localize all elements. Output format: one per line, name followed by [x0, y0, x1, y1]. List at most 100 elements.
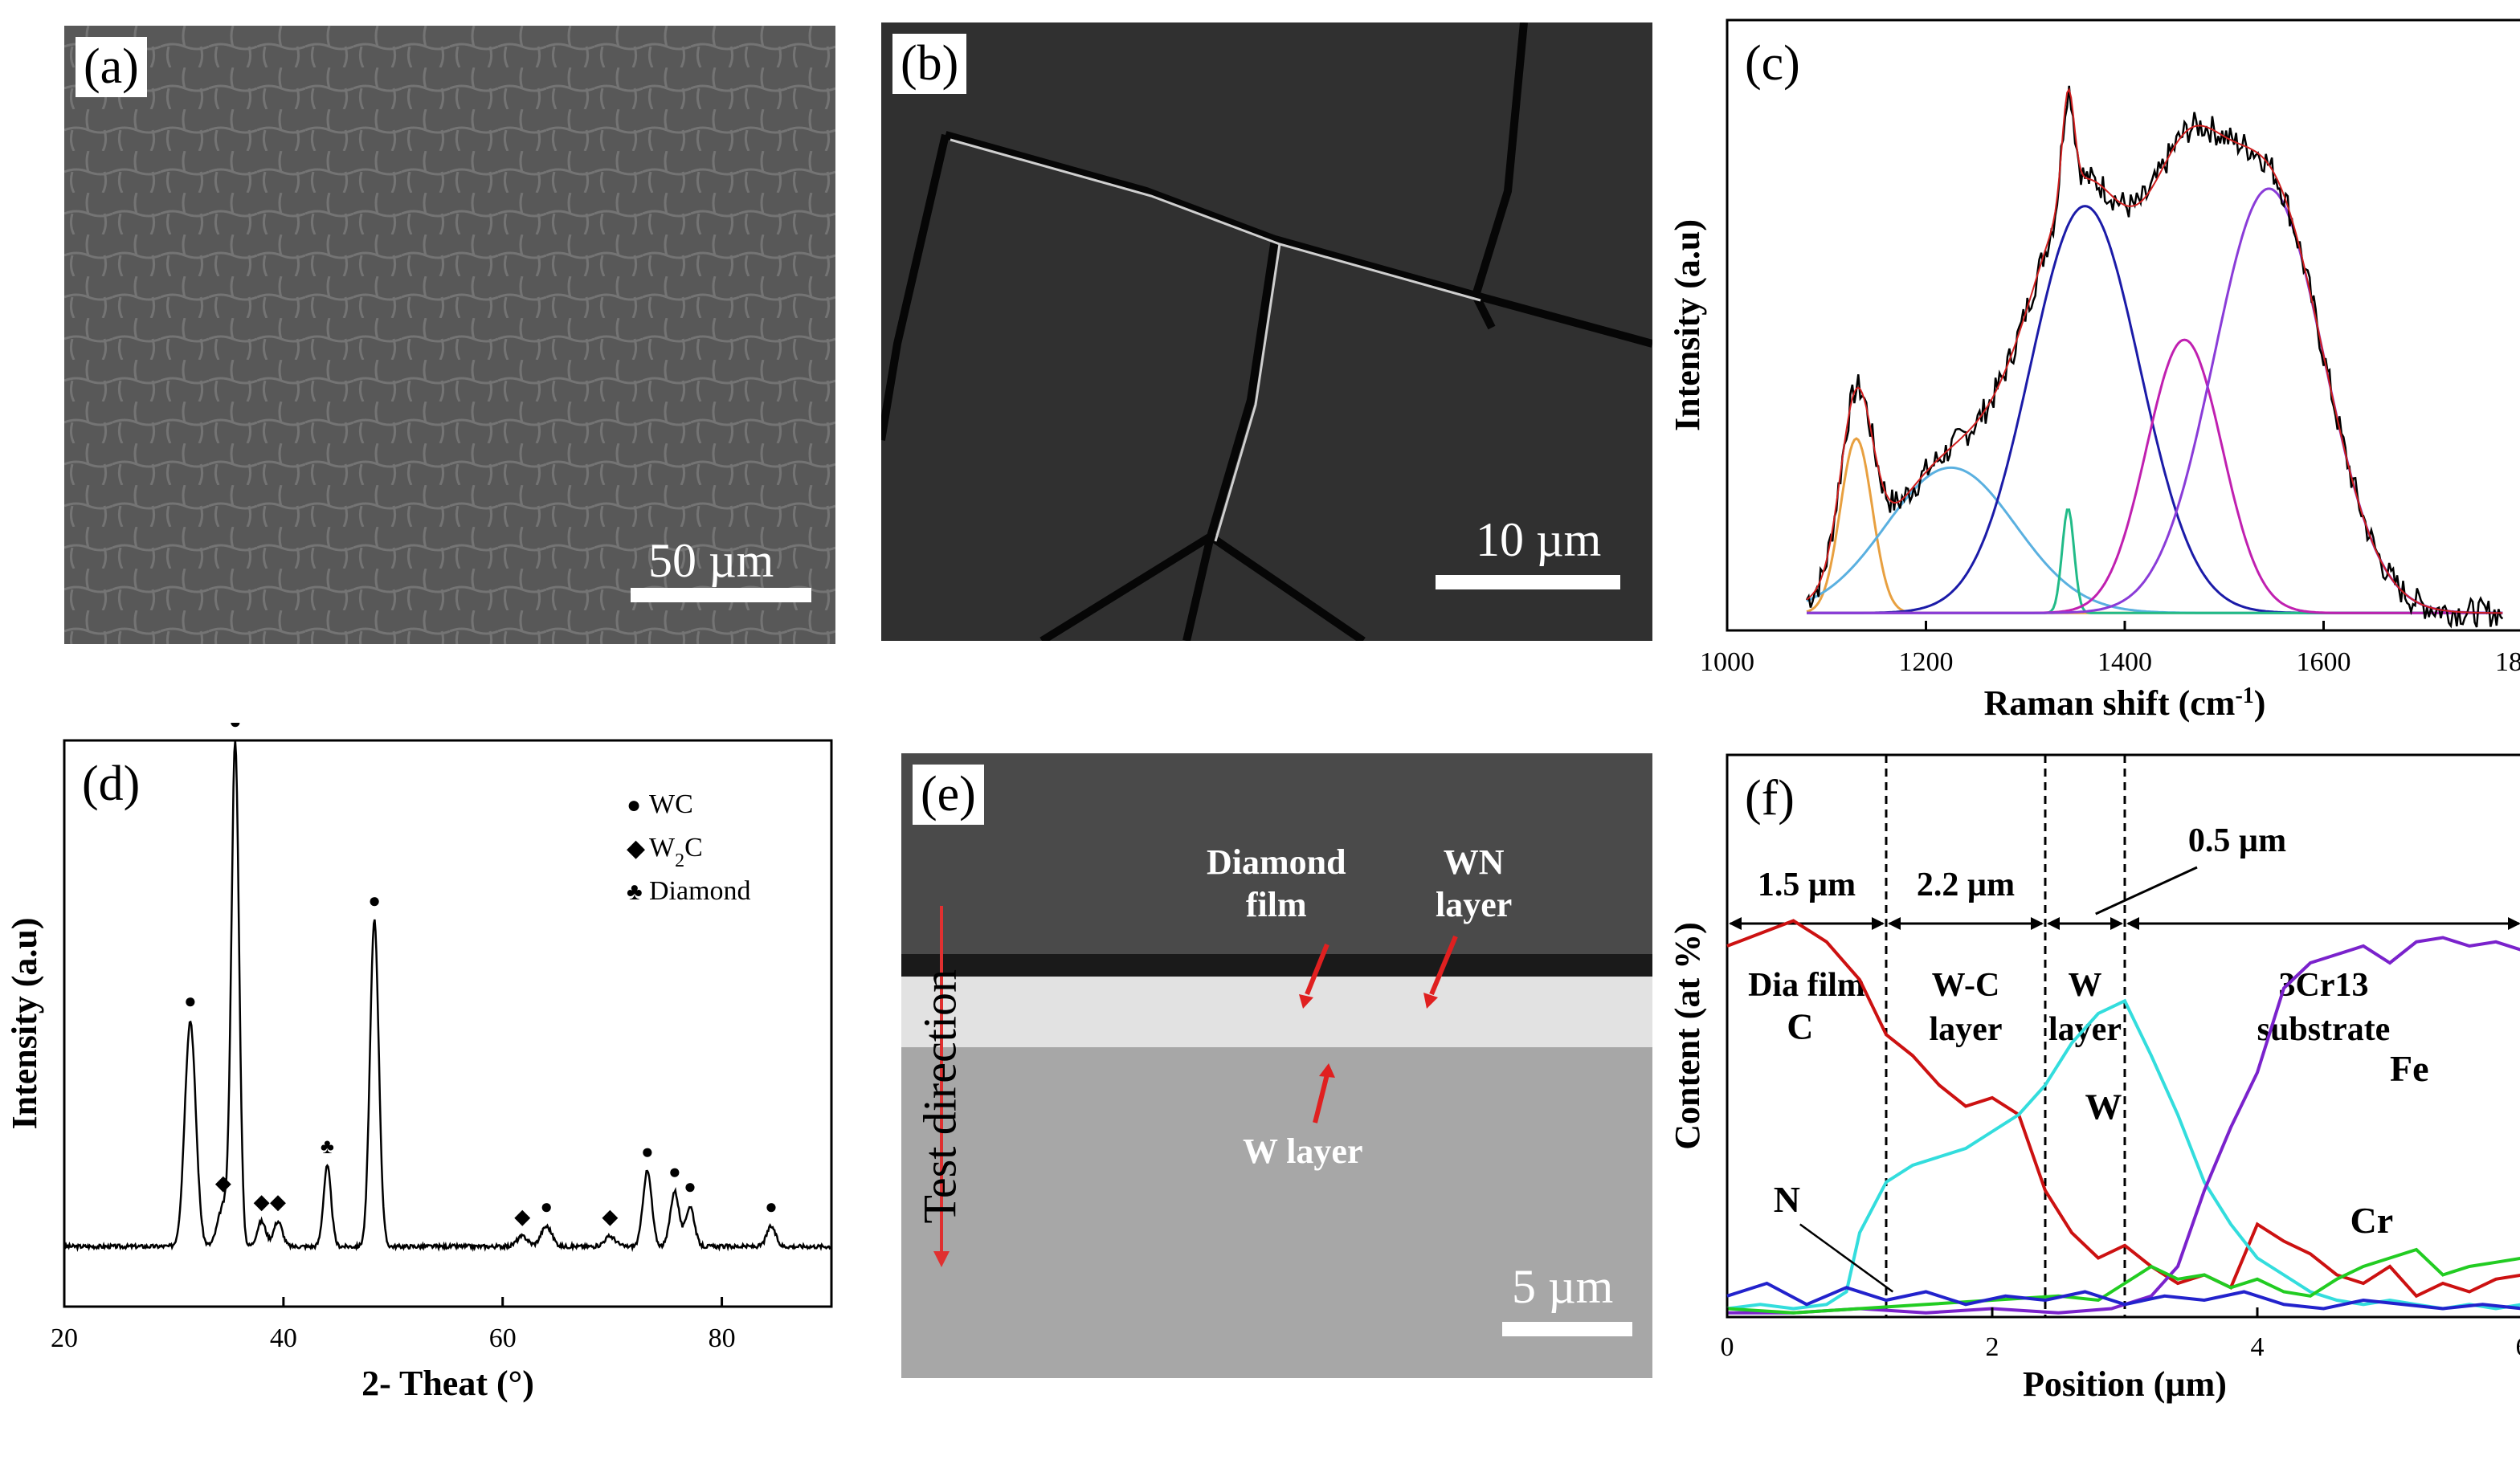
annotation-diamond-line2: film: [1245, 884, 1307, 924]
arrow-head-right: [2508, 917, 2520, 930]
peak-marker: ◆: [514, 1205, 530, 1229]
arrow-head-left: [1888, 917, 1901, 930]
region-label: Dia film: [1748, 967, 1865, 1004]
peak-marker: ♣: [321, 1135, 334, 1158]
sem-image-b: (b) 10 µm: [881, 22, 1652, 641]
x-tick-label: 1400: [2097, 647, 2152, 677]
peak-marker: ●: [765, 1195, 778, 1218]
arrow-head-right: [1872, 917, 1885, 930]
sem-image-a: (a) 50 µm: [64, 26, 835, 644]
y-axis-title: Intensity (a.u): [1668, 219, 1707, 431]
series-line-fe: [1727, 936, 2520, 1315]
fit-component-6: [1807, 187, 2503, 614]
panel-label-c-bg: [1738, 31, 1819, 89]
series-line-c: [1726, 919, 2520, 1299]
fit-component-4: [1807, 508, 2503, 614]
x-tick-label: 40: [270, 1323, 297, 1353]
legend-marker: ◆: [627, 835, 645, 862]
x-tick-label: 6: [2516, 1332, 2520, 1362]
panel-label-f: (f): [1745, 771, 1795, 826]
annotation-diamond-line1: Diamond: [1207, 842, 1346, 882]
series-line-w: [1726, 998, 2520, 1311]
region-label: W: [2069, 967, 2102, 1004]
xrd-pattern: [63, 740, 832, 1253]
panel-label-f-bg: [1738, 766, 1819, 824]
x-tick-label: 80: [709, 1323, 736, 1353]
arrow-head-right: [2031, 917, 2044, 930]
annotation-wn-line2: layer: [1436, 884, 1513, 924]
raman-chart: 1000 1200 1400 1600 1800 Raman shift (cm-1) In…: [1668, 18, 2520, 724]
peak-marker: ●: [684, 1175, 696, 1198]
legend-marker: ♣: [627, 879, 643, 905]
x-tick-label: 1600: [2297, 647, 2351, 677]
legend-label: W2C: [649, 833, 703, 871]
arrow-head-left: [2047, 917, 2060, 930]
series-line-cr: [1726, 1247, 2520, 1315]
panel-label-d-bg: [76, 752, 156, 810]
peak-marker: ●: [540, 1195, 553, 1218]
scale-label-e: 5 µm: [1512, 1260, 1614, 1313]
x-tick-label: 1000: [1700, 647, 1754, 677]
test-direction-label: Test direction: [913, 969, 966, 1224]
peak-marker: ◆: [602, 1205, 618, 1229]
scale-label-a: 50 µm: [648, 534, 774, 587]
sem-texture-b: [881, 22, 1652, 641]
panel-label-a: (a): [76, 37, 147, 98]
legend-label: Diamond: [649, 876, 751, 906]
peak-marker: ●: [229, 723, 242, 733]
thickness-label: 0.5 µm: [2188, 822, 2286, 859]
peak-marker: ●: [184, 989, 197, 1013]
scale-label-b: 10 µm: [1476, 513, 1602, 566]
peak-marker: ◆: [215, 1172, 231, 1195]
x-tick-label: 1200: [1899, 647, 1954, 677]
scale-bar-e: [1502, 1322, 1632, 1336]
panel-label-b: (b): [892, 34, 967, 95]
x-axis-title: 2- Theat (°): [361, 1364, 534, 1403]
x-tick-label: 2: [1986, 1332, 1999, 1362]
region-label: 3Cr13: [2279, 967, 2369, 1004]
y-axis-title: Content (at %): [1668, 922, 1707, 1150]
annotation-diamond-film: Diamond film: [1207, 842, 1346, 927]
n-pointer: [1799, 1223, 1893, 1293]
series-label-n: N: [1774, 1179, 1800, 1220]
peak-marker: ●: [368, 889, 381, 912]
region-label: substrate: [2257, 1011, 2391, 1048]
y-axis-title: Intensity (a.u): [5, 917, 44, 1129]
thickness-pointer: [2095, 866, 2198, 916]
sem-texture-a: [64, 26, 835, 644]
thickness-label: 2.2 µm: [1917, 867, 2015, 903]
series-label-c: C: [1787, 1006, 1813, 1047]
fit-component-5: [1807, 338, 2503, 614]
x-tick-label: 60: [489, 1323, 517, 1353]
series-label-w: W: [2085, 1086, 2122, 1127]
cumulative-fit: [1806, 87, 2503, 614]
thickness-label: 1.5 µm: [1758, 867, 1856, 903]
legend-label: WC: [649, 789, 693, 819]
annotation-wn-layer: WN layer: [1436, 842, 1512, 927]
x-tick-label: 1800: [2495, 647, 2520, 677]
series-line-n: [1726, 1281, 2520, 1311]
x-tick-label: 20: [51, 1323, 78, 1353]
sem-image-e: (e) Diamond film WN layer W layer 5 µm: [901, 753, 1652, 1378]
panel-label-e: (e): [913, 765, 984, 826]
plot-frame: [63, 739, 833, 1308]
scale-bar-b: [1436, 575, 1620, 589]
scale-bar-a: [631, 588, 811, 602]
x-tick-label: 4: [2251, 1332, 2265, 1362]
panel-label-c: (c): [1745, 36, 1800, 91]
series-label-fe: Fe: [2390, 1048, 2429, 1089]
panel-label-d: (d): [82, 757, 140, 811]
peak-marker: ◆: [270, 1190, 286, 1213]
region-label: W-C: [1932, 967, 2000, 1004]
arrow-head-left: [2126, 917, 2139, 930]
x-axis-title: Raman shift (cm-1): [1984, 683, 2266, 724]
peak-marker: ●: [668, 1160, 681, 1183]
region-label: layer: [1930, 1011, 2003, 1048]
x-tick-label: 0: [1721, 1332, 1734, 1362]
legend-marker: ●: [627, 792, 641, 818]
x-axis-title: Position (µm): [2023, 1364, 2227, 1404]
raman-spectrum: [1805, 85, 2504, 629]
peak-marker: ◆: [254, 1190, 270, 1213]
